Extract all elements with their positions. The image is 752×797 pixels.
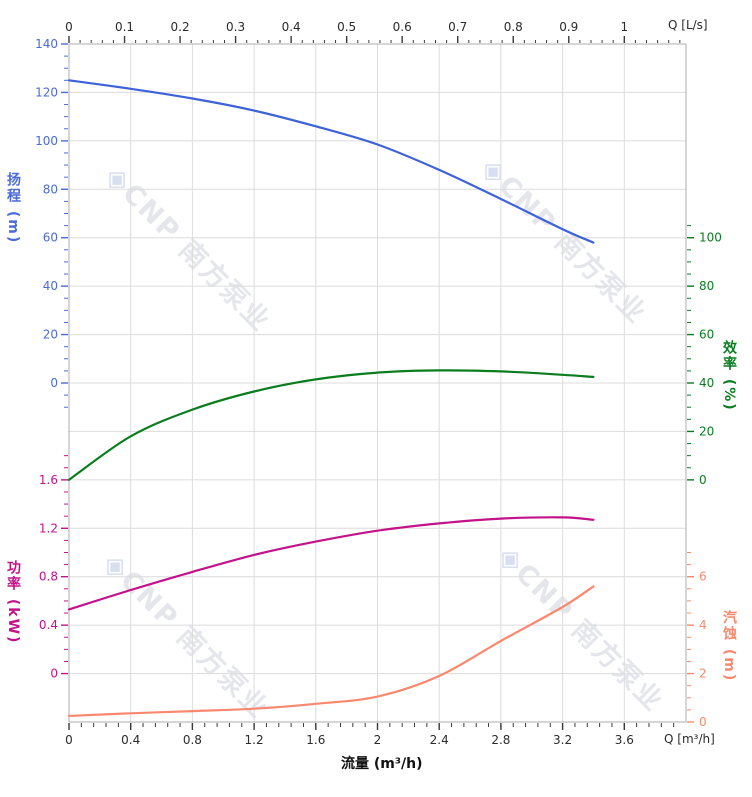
power-tick-label: 0 [50, 667, 58, 681]
flow-m3h-tick-label: 0.8 [183, 733, 202, 747]
power-axis [61, 455, 68, 675]
flow-ls-tick-label: 0.8 [504, 20, 523, 34]
flow-ls-tick-label: 0.5 [337, 20, 356, 34]
flow-ls-tick-label: 0 [65, 20, 73, 34]
power-tick-label: 1.2 [39, 521, 58, 535]
efficiency-axis-title: 效率 (%) [721, 340, 737, 412]
power-tick-label: 0.8 [39, 570, 58, 584]
top-axis-unit-label: Q [L/s] [668, 18, 708, 32]
flow-m3h-tick-label: 2.8 [491, 733, 510, 747]
npsh-axis [687, 552, 694, 723]
bottom-axis-unit-label: Q [m³/h] [664, 732, 715, 746]
flow-m3h-axis [68, 723, 675, 730]
npsh-axis-title: 汽蚀 (m) [721, 610, 737, 683]
curve-head [67, 79, 595, 244]
flow-m3h-tick-label: 2.4 [430, 733, 449, 747]
flow-m3h-tick-label: 1.6 [306, 733, 325, 747]
curve-power [67, 516, 595, 611]
head-tick-label: 40 [43, 279, 58, 293]
flow-m3h-tick-label: 0.4 [121, 733, 140, 747]
efficiency-tick-label: 60 [699, 328, 714, 342]
head-tick-label: 60 [43, 231, 58, 245]
flow-ls-tick-label: 0.6 [393, 20, 412, 34]
flow-ls-tick-label: 0.2 [171, 20, 190, 34]
flow-m3h-tick-label: 3.2 [553, 733, 572, 747]
npsh-tick-label: 4 [699, 618, 707, 632]
npsh-tick-label: 2 [699, 667, 707, 681]
flow-ls-tick-label: 0.9 [559, 20, 578, 34]
power-tick-label: 1.6 [39, 473, 58, 487]
flow-m3h-tick-label: 0 [65, 733, 73, 747]
efficiency-tick-label: 20 [699, 424, 714, 438]
curve-npsh [67, 585, 595, 718]
head-tick-label: 100 [35, 134, 58, 148]
efficiency-axis [687, 225, 694, 481]
flow-m3h-tick-label: 1.2 [245, 733, 264, 747]
flow-ls-tick-label: 0.3 [226, 20, 245, 34]
npsh-tick-label: 0 [699, 715, 707, 729]
head-axis-title: 扬程 (m) [5, 172, 21, 245]
efficiency-tick-label: 100 [699, 231, 722, 245]
flow-axis-title: 流量 (m³/h) [341, 756, 423, 772]
curve-efficiency [67, 369, 595, 481]
flow-ls-axis [68, 36, 681, 43]
flow-m3h-tick-label: 3.6 [615, 733, 634, 747]
flow-ls-tick-label: 1 [620, 20, 628, 34]
flow-m3h-tick-label: 2 [374, 733, 382, 747]
head-tick-label: 140 [35, 37, 58, 51]
efficiency-tick-label: 80 [699, 279, 714, 293]
head-tick-label: 0 [50, 376, 58, 390]
head-tick-label: 20 [43, 328, 58, 342]
power-axis-title: 功率 (kW) [5, 560, 21, 645]
power-tick-label: 0.4 [39, 618, 58, 632]
head-axis [61, 43, 68, 408]
grid-lines [69, 44, 686, 722]
flow-ls-tick-label: 0.7 [448, 20, 467, 34]
npsh-tick-label: 6 [699, 570, 707, 584]
efficiency-tick-label: 0 [699, 473, 707, 487]
plot-border [68, 43, 687, 723]
head-tick-label: 120 [35, 85, 58, 99]
efficiency-tick-label: 40 [699, 376, 714, 390]
flow-ls-tick-label: 0.4 [282, 20, 301, 34]
flow-ls-tick-label: 0.1 [115, 20, 134, 34]
head-tick-label: 80 [43, 182, 58, 196]
